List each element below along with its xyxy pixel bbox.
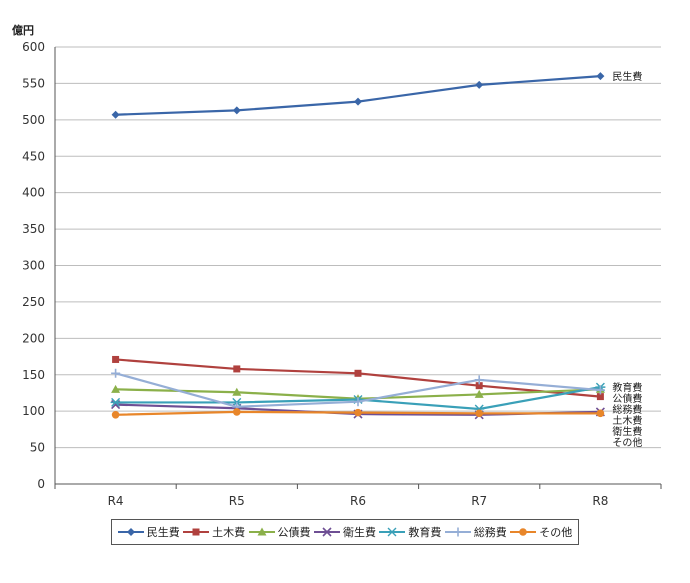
series-1 <box>112 355 604 401</box>
data-point <box>232 387 242 396</box>
data-point <box>111 384 121 393</box>
data-point <box>519 528 528 536</box>
legend-swatch <box>444 527 471 537</box>
data-point <box>322 527 332 537</box>
data-point <box>353 397 363 407</box>
data-point <box>596 72 605 81</box>
series-end-label: その他 <box>612 436 642 449</box>
x-tick-label: R5 <box>229 494 245 508</box>
legend-swatch <box>248 527 275 536</box>
axes: 0 50 100 150 200 250 300 350 400 450 500 550 600 R4 R5… <box>22 40 662 508</box>
data-point <box>596 409 605 418</box>
series-lines <box>110 72 606 420</box>
legend-swatch <box>313 527 340 537</box>
y-tick-label: 400 <box>22 186 45 200</box>
series-end-label: 衛生費 <box>612 425 642 438</box>
series-line <box>115 75 601 116</box>
series-end-label: 土木費 <box>612 414 642 427</box>
x-tick-label: R4 <box>108 494 124 508</box>
data-point <box>111 411 120 419</box>
data-point <box>232 106 241 115</box>
data-point <box>474 389 484 398</box>
legend-label: 公債費 <box>277 526 311 539</box>
y-tick-label: 200 <box>22 331 45 345</box>
y-tick-label: 250 <box>22 295 45 309</box>
y-tick-label: 450 <box>22 149 45 163</box>
series-0 <box>111 72 605 119</box>
y-tick-label: 600 <box>22 40 45 54</box>
series-end-label: 民生費 <box>612 70 642 83</box>
series-end-label: 教育費 <box>612 381 642 394</box>
legend-swatch <box>117 528 144 536</box>
legend-swatch <box>510 528 537 536</box>
series-5 <box>111 368 605 412</box>
data-point <box>387 527 398 537</box>
data-point <box>126 528 135 536</box>
legend-item: その他 <box>510 524 572 540</box>
data-point <box>233 408 241 416</box>
y-tick-label: 350 <box>22 222 45 236</box>
data-point <box>111 110 120 119</box>
legend-item: 総務費 <box>444 524 507 540</box>
y-tick-label: 100 <box>22 404 45 418</box>
legend-label: 教育費 <box>408 526 442 539</box>
data-point <box>596 393 604 401</box>
x-tick-label: R6 <box>350 494 366 508</box>
data-point <box>111 368 121 378</box>
x-tick-label: R8 <box>592 494 608 508</box>
y-tick-label: 50 <box>30 441 45 455</box>
legend-label: その他 <box>539 526 573 539</box>
y-tick-label: 500 <box>22 113 45 127</box>
legend-item: 教育費 <box>379 524 441 540</box>
y-axis-unit-label: 億円 <box>12 24 34 37</box>
y-tick-label: 300 <box>22 259 45 273</box>
legend-label: 土木費 <box>212 526 246 539</box>
legend-swatch <box>183 528 210 536</box>
legend-item: 民生費 <box>117 524 180 540</box>
data-point <box>110 397 121 407</box>
series-6 <box>111 408 605 419</box>
data-point <box>354 408 362 417</box>
legend-item: 公債費 <box>248 524 311 540</box>
data-point <box>192 528 200 536</box>
series-end-label: 公債費 <box>612 392 642 405</box>
data-point <box>595 385 605 395</box>
x-tick-label: R7 <box>471 494 487 508</box>
data-point <box>354 369 362 377</box>
legend-item: 衛生費 <box>313 524 376 540</box>
y-tick-label: 550 <box>22 76 45 90</box>
data-point <box>354 97 362 106</box>
data-point <box>475 382 483 390</box>
legend-label: 衛生費 <box>342 526 376 539</box>
series-end-label: 総務費 <box>612 403 642 416</box>
data-point <box>257 527 267 536</box>
data-point <box>233 365 241 373</box>
y-tick-label: 150 <box>22 368 45 382</box>
data-point <box>475 409 484 418</box>
legend-label: 総務費 <box>473 526 507 539</box>
legend-swatch <box>379 527 406 537</box>
data-point <box>453 527 463 537</box>
chart-legend: 民生費 土木費 公債費 衛生費 教育費 総務費 その他 <box>111 519 579 545</box>
legend-item: 土木費 <box>183 524 245 540</box>
legend-label: 民生費 <box>146 526 180 539</box>
data-point <box>475 80 484 89</box>
y-tick-label: 0 <box>37 477 45 491</box>
data-point <box>474 375 484 385</box>
data-point <box>112 355 120 363</box>
